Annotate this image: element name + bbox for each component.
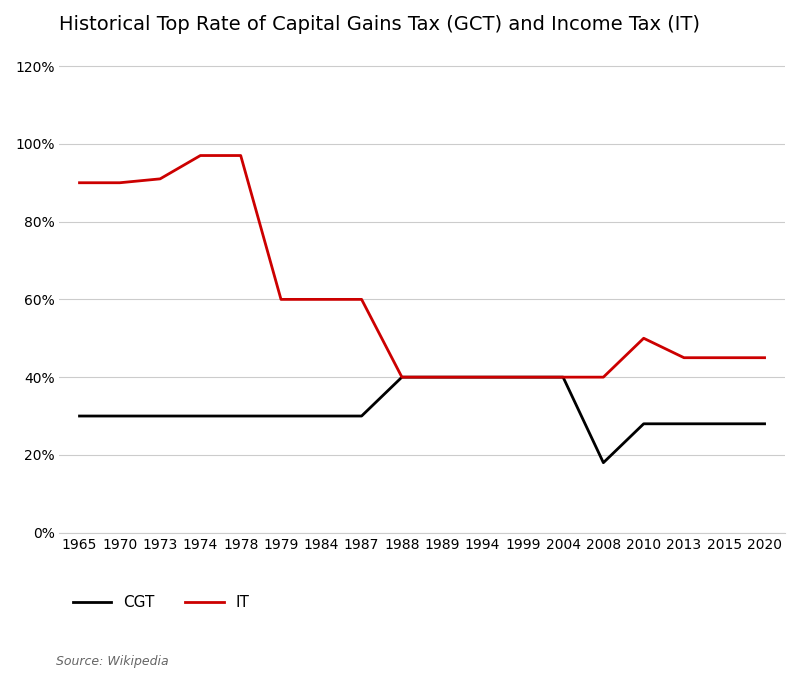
- IT: [760, 354, 770, 362]
- Text: Historical Top Rate of Capital Gains Tax (GCT) and Income Tax (IT): Historical Top Rate of Capital Gains Tax…: [59, 15, 700, 34]
- IT: [236, 151, 246, 159]
- CGT: [438, 373, 447, 381]
- Text: Source: Wikipedia: Source: Wikipedia: [56, 655, 169, 668]
- IT: [719, 354, 729, 362]
- IT: [155, 175, 165, 183]
- CGT: [196, 412, 206, 420]
- CGT: [397, 373, 406, 381]
- IT: [438, 373, 447, 381]
- CGT: [74, 412, 84, 420]
- IT: [478, 373, 487, 381]
- Legend: CGT, IT: CGT, IT: [67, 589, 256, 616]
- IT: [115, 179, 125, 187]
- CGT: [639, 420, 649, 428]
- CGT: [518, 373, 527, 381]
- CGT: [719, 420, 729, 428]
- CGT: [558, 373, 568, 381]
- IT: [558, 373, 568, 381]
- CGT: [760, 420, 770, 428]
- IT: [639, 334, 649, 342]
- CGT: [317, 412, 326, 420]
- IT: [518, 373, 527, 381]
- CGT: [115, 412, 125, 420]
- CGT: [236, 412, 246, 420]
- IT: [397, 373, 406, 381]
- CGT: [679, 420, 689, 428]
- CGT: [155, 412, 165, 420]
- IT: [598, 373, 608, 381]
- CGT: [276, 412, 286, 420]
- CGT: [357, 412, 366, 420]
- CGT: [598, 458, 608, 466]
- CGT: [478, 373, 487, 381]
- IT: [357, 296, 366, 304]
- Line: IT: IT: [79, 155, 765, 377]
- IT: [74, 179, 84, 187]
- Line: CGT: CGT: [79, 377, 765, 462]
- IT: [317, 296, 326, 304]
- IT: [276, 296, 286, 304]
- IT: [196, 151, 206, 159]
- IT: [679, 354, 689, 362]
